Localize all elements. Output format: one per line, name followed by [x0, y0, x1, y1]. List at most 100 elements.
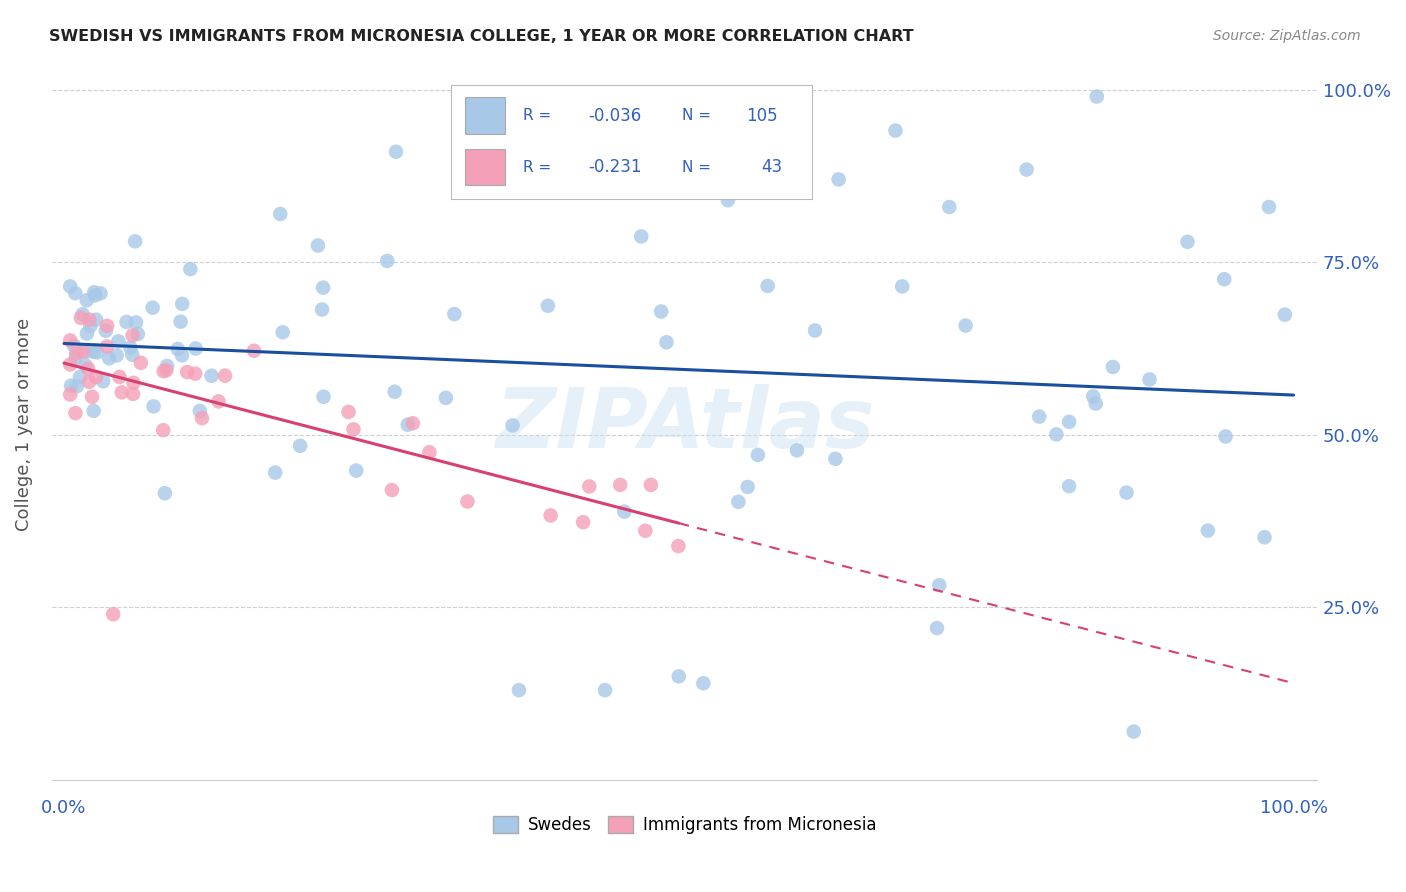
Point — [214, 368, 236, 383]
Point — [634, 524, 657, 538]
Point — [142, 400, 165, 414]
Point — [790, 89, 813, 103]
Point — [125, 315, 148, 329]
Point — [312, 280, 335, 294]
Point — [83, 404, 105, 418]
Point — [207, 394, 229, 409]
Point — [1215, 429, 1237, 443]
Point — [344, 464, 367, 478]
Point — [1274, 308, 1296, 322]
Point — [650, 304, 672, 318]
Point — [188, 404, 211, 418]
Point — [747, 448, 769, 462]
Point — [98, 351, 121, 366]
Point — [540, 508, 562, 523]
Point — [508, 683, 530, 698]
Point — [786, 443, 808, 458]
Point — [121, 328, 143, 343]
Point — [65, 406, 87, 420]
Point — [79, 312, 101, 326]
Point — [928, 578, 950, 592]
Point — [443, 307, 465, 321]
Point — [1213, 272, 1236, 286]
Point — [122, 387, 145, 401]
Point — [1083, 389, 1105, 403]
Point — [1015, 162, 1038, 177]
Point — [337, 405, 360, 419]
Point — [84, 288, 107, 302]
Point — [396, 417, 419, 432]
Point — [727, 495, 749, 509]
Point — [152, 364, 174, 378]
Point — [142, 301, 165, 315]
Point — [76, 293, 98, 308]
Point — [179, 262, 201, 277]
Point — [717, 193, 740, 207]
Point — [938, 200, 960, 214]
Point — [1177, 235, 1199, 249]
Point — [121, 348, 143, 362]
Point — [288, 439, 311, 453]
Point — [804, 323, 827, 337]
Point — [59, 358, 82, 372]
Point — [60, 378, 83, 392]
Point — [111, 385, 134, 400]
Point — [884, 123, 907, 137]
Text: ZIPAtlas: ZIPAtlas — [495, 384, 875, 465]
Point — [72, 344, 94, 359]
Text: SWEDISH VS IMMIGRANTS FROM MICRONESIA COLLEGE, 1 YEAR OR MORE CORRELATION CHART: SWEDISH VS IMMIGRANTS FROM MICRONESIA CO… — [49, 29, 914, 44]
Point — [502, 418, 524, 433]
Point — [606, 165, 628, 179]
Y-axis label: College, 1 year or more: College, 1 year or more — [15, 318, 32, 531]
Point — [1057, 415, 1080, 429]
Point — [184, 342, 207, 356]
Point — [63, 338, 86, 352]
Point — [66, 379, 89, 393]
Point — [737, 480, 759, 494]
Point — [65, 346, 87, 360]
Point — [75, 344, 97, 359]
Point — [955, 318, 977, 333]
Point — [191, 411, 214, 425]
Point — [827, 172, 849, 186]
Point — [83, 285, 105, 300]
Point — [269, 207, 291, 221]
Point — [578, 479, 600, 493]
Point — [200, 368, 222, 383]
Point — [94, 324, 117, 338]
Point — [152, 423, 174, 437]
Point — [105, 348, 128, 362]
Point — [243, 343, 266, 358]
Text: Source: ZipAtlas.com: Source: ZipAtlas.com — [1213, 29, 1361, 43]
Point — [89, 286, 111, 301]
Point — [107, 334, 129, 349]
Point — [609, 478, 631, 492]
Point — [59, 387, 82, 401]
Point — [80, 390, 103, 404]
Point — [1197, 524, 1219, 538]
Point — [381, 483, 404, 497]
Point — [456, 494, 478, 508]
Point — [692, 676, 714, 690]
Point — [402, 417, 425, 431]
Point — [84, 370, 107, 384]
Point — [1045, 427, 1067, 442]
Legend: Swedes, Immigrants from Micronesia: Swedes, Immigrants from Micronesia — [486, 809, 883, 841]
Point — [264, 466, 287, 480]
Point — [385, 145, 408, 159]
Point — [166, 342, 188, 356]
Point — [1028, 409, 1050, 424]
Point — [172, 297, 194, 311]
Point — [1122, 724, 1144, 739]
Point — [1084, 396, 1107, 410]
Point — [640, 478, 662, 492]
Point — [96, 318, 118, 333]
Point — [124, 235, 146, 249]
Point — [312, 390, 335, 404]
Point — [79, 319, 101, 334]
Point — [434, 391, 457, 405]
Point — [69, 370, 91, 384]
Point — [115, 315, 138, 329]
Point — [1258, 200, 1281, 214]
Point — [307, 238, 329, 252]
